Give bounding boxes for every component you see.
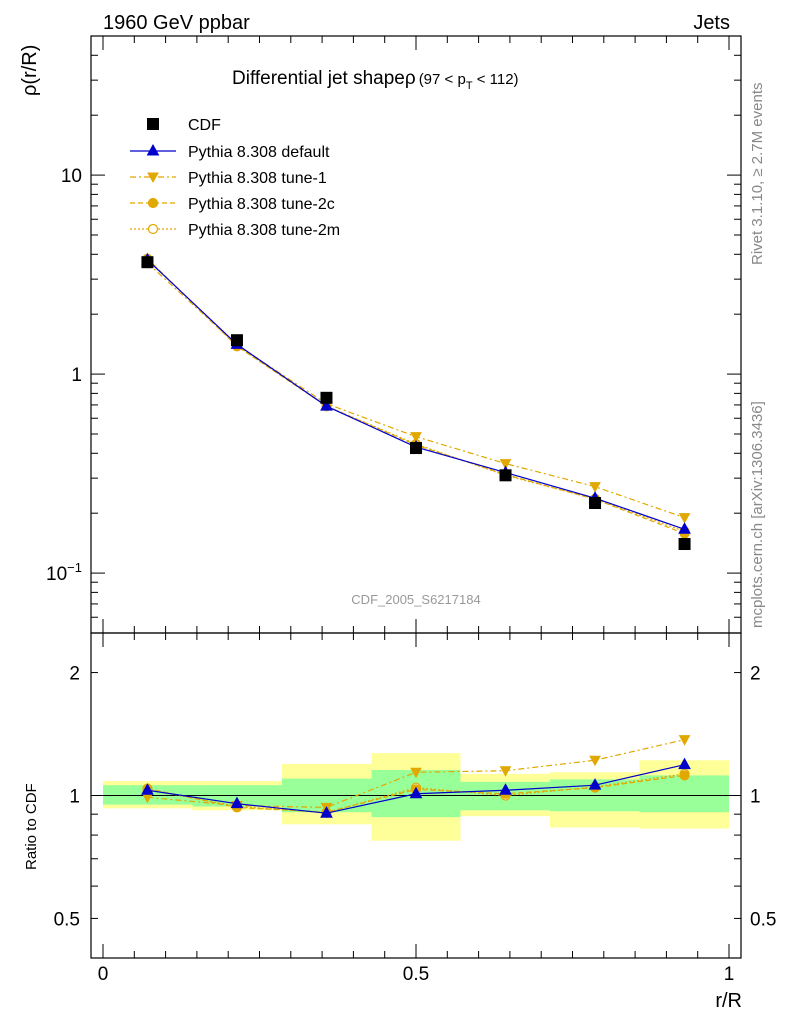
main-point-cdf (589, 497, 602, 510)
ratio-point-default (230, 796, 244, 809)
ratio-panel: 2 2 1 1 0.5 0.5 0 0.5 1 (54, 632, 776, 985)
main-point-tune1 (499, 459, 512, 470)
main-point-default (678, 522, 691, 534)
main-line-default (147, 259, 685, 530)
legend-marker-tune1 (147, 172, 159, 184)
main-title-end: < 112) (473, 71, 519, 88)
main-point-tune1 (589, 482, 601, 493)
tick-label-exponent: −1 (67, 560, 82, 575)
ratio-point-default (588, 778, 602, 790)
tick-label-base: 10 (46, 564, 67, 585)
main-point-tune1 (410, 432, 422, 443)
main-line-tune1 (147, 262, 685, 519)
ratio-point-default (678, 757, 691, 770)
rivet-version-label: Rivet 3.1.10, ≥ 2.7M events (749, 83, 766, 266)
legend-label: Pythia 8.308 tune-2m (188, 222, 340, 239)
main-point-cdf (141, 256, 154, 269)
legend-label: Pythia 8.308 tune-2c (188, 196, 335, 213)
process-label: Jets (693, 12, 730, 34)
main-y-tick-label: 10−1 (46, 560, 82, 585)
main-title-sub: T (466, 80, 473, 92)
ratio-point-default (409, 786, 423, 799)
main-point-cdf (230, 334, 243, 347)
main-title-suffix: (97 < p (419, 71, 466, 88)
legend-label: Pythia 8.308 tune-1 (188, 170, 327, 187)
ratio-y-tick-label-left: 0.5 (54, 909, 80, 930)
ratio-point-default (141, 783, 154, 795)
ratio-point-default (499, 783, 512, 795)
legend-marker-cdf (147, 118, 159, 130)
main-line-tune2c (147, 258, 685, 535)
legend: CDF Pythia 8.308 default Pythia 8.308 tune… (130, 117, 340, 239)
main-title: Differential jet shapeρ (97 < pT < 112) (232, 68, 519, 92)
ratio-ylabel: Ratio to CDF (23, 783, 40, 870)
energy-label: 1960 GeV ppbar (103, 12, 250, 34)
ratio-point-default (320, 806, 333, 818)
ratio-x-tick-label: 1 (724, 964, 735, 985)
main-y-tick-label: 1 (71, 365, 82, 386)
ratio-x-tick-label: 0 (98, 964, 109, 985)
main-line-tune2m (147, 258, 685, 532)
ratio-y-tick-label-right: 1 (750, 787, 761, 808)
main-ylabel: ρ(r/R) (19, 45, 41, 96)
main-point-cdf (410, 442, 422, 455)
ratio-y-tick-label-right: 0.5 (750, 909, 776, 930)
uncertainty-band-inner (639, 775, 729, 813)
analysis-id-label: CDF_2005_S6217184 (351, 592, 480, 607)
main-point-cdf (320, 391, 333, 404)
legend-marker-tune2c (147, 197, 159, 209)
ratio-point-tune1 (678, 735, 691, 746)
main-point-default (320, 399, 333, 411)
main-title-main: Differential jet shapeρ (232, 68, 416, 89)
mcplots-label: mcplots.cern.ch [arXiv:1306.3436] (749, 401, 766, 628)
ratio-xlabel: r/R (715, 990, 742, 1012)
ratio-y-tick-label-left: 1 (69, 787, 80, 808)
legend-marker-default (146, 143, 160, 156)
legend-marker-tune2m (147, 223, 159, 235)
ratio-y-tick-label-left: 2 (69, 664, 80, 685)
ratio-point-tune1 (410, 767, 422, 779)
ratio-x-tick-label: 0.5 (403, 964, 429, 985)
ratio-point-tune1 (589, 755, 601, 767)
main-y-tick-label: 10 (61, 166, 82, 187)
ratio-point-tune2c (679, 770, 690, 781)
legend-label: Pythia 8.308 default (188, 144, 330, 161)
ratio-y-tick-label-right: 2 (750, 664, 761, 685)
main-point-tune1 (678, 513, 691, 524)
ratio-point-tune1 (499, 766, 512, 777)
main-point-cdf (678, 538, 691, 551)
main-point-cdf (499, 469, 512, 482)
legend-label: CDF (188, 117, 221, 134)
